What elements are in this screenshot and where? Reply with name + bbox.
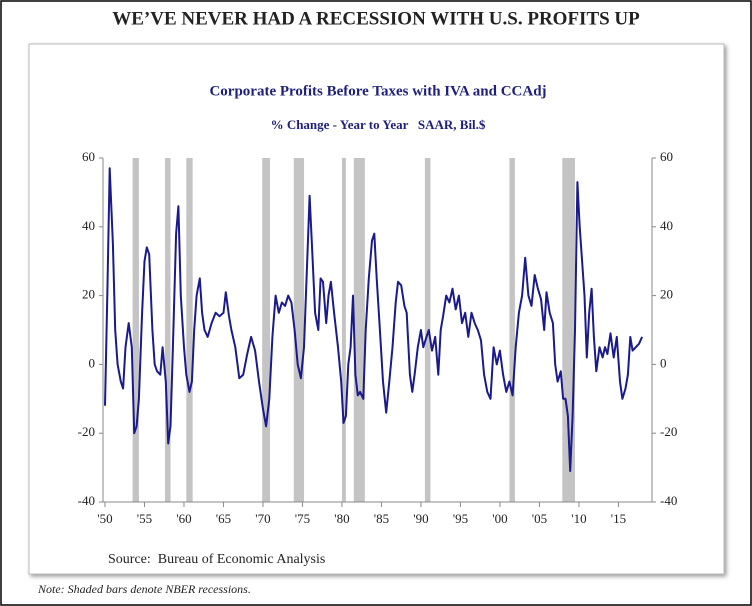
x-tick-label: '80 [334,511,349,526]
x-tick-label: '65 [216,511,231,526]
x-tick-label: '10 [571,511,586,526]
y2-tick-label: 60 [660,149,673,164]
x-tick-label: '95 [453,511,468,526]
y2-tick-label: -40 [660,493,677,508]
chart-subtitle: % Change - Year to Year SAAR, Bil.$ [271,117,486,132]
chart-frame [28,43,725,575]
y-tick-label: 0 [89,355,96,370]
y-tick-label: 60 [82,149,95,164]
y-tick-label: -20 [78,424,95,439]
x-tick-label: '05 [532,511,547,526]
recession-bar [509,158,515,502]
source: Source: Bureau of Economic Analysis [108,552,325,567]
x-tick-label: '15 [611,511,626,526]
x-tick-label: '00 [492,511,507,526]
x-tick-label: '90 [413,511,428,526]
page-title: WE’VE NEVER HAD A RECESSION WITH U.S. PR… [112,8,640,29]
x-tick-label: '50 [97,511,112,526]
y-tick-label: 40 [82,218,95,233]
x-tick-label: '55 [137,511,152,526]
recession-bar [132,158,139,502]
y2-tick-label: 0 [660,355,667,370]
x-tick-label: '60 [176,511,191,526]
x-tick-label: '70 [255,511,270,526]
y2-tick-label: -20 [660,424,677,439]
y2-tick-label: 40 [660,218,673,233]
y2-tick-label: 20 [660,287,673,302]
recession-bar [165,158,171,502]
recession-bar [293,158,305,502]
x-tick-label: '85 [374,511,389,526]
recession-bar [341,158,346,502]
recession-bar [186,158,193,502]
x-tick-label: '75 [295,511,310,526]
recession-bar [262,158,271,502]
profit-line [104,167,644,472]
recession-bar [353,158,365,502]
recession-bar [424,158,431,502]
y-tick-label: -40 [78,493,95,508]
y-tick-label: 20 [82,287,95,302]
chart-title: Corporate Profits Before Taxes with IVA … [209,83,546,99]
note: Note: Shaded bars denote NBER recessions… [37,582,251,596]
